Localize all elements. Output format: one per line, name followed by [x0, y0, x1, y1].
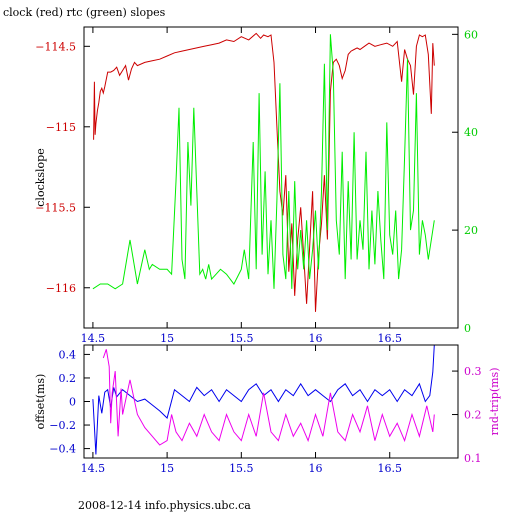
plot2-y-tick-label: 0.4: [59, 348, 77, 361]
plot1-y-axis-label: clockslope: [34, 148, 47, 206]
plot1-y-tick-label: −116: [46, 282, 76, 295]
plot2-y-tick-label: 0.2: [59, 372, 77, 385]
plot1-x-tick-label: 16.5: [377, 332, 402, 345]
plot2-y-tick-label: 0: [69, 396, 76, 409]
plot1-series-clock-line: [93, 32, 435, 312]
plot2-y2-tick-label: 0.1: [464, 452, 482, 465]
plot2-y-axis-label: offset(ms): [34, 374, 47, 430]
chart-title: clock (red) rtc (green) slopes: [3, 6, 166, 19]
plot2-frame: [83, 344, 459, 459]
plot1-frame: [83, 26, 459, 329]
plot2-x-tick-label: 15.5: [229, 462, 254, 475]
plot1-y-tick-label: −114.5: [35, 40, 76, 53]
plot1-series-rtc-line: [92, 34, 435, 290]
plot1-x-tick-label: 15: [160, 332, 174, 345]
plot1-y2-tick-label: 0: [464, 322, 471, 335]
plot2-x-tick-label: 14.5: [81, 462, 106, 475]
plot1-y2-tick-label: 60: [464, 28, 478, 41]
plot2-y2-axis-label: rnd-trip(ms): [488, 368, 501, 436]
plot1-x-tick-label: 15.5: [229, 332, 254, 345]
plot2-y2-tick-label: 0.2: [464, 409, 482, 422]
plot2-y2-tick-label: 0.3: [464, 365, 482, 378]
plot2-x-tick-label: 16: [309, 462, 323, 475]
plot1-x-tick-label: 14.5: [81, 332, 106, 345]
plot1-y2-tick-label: 20: [464, 224, 478, 237]
plot2-series-rnd-trip-line: [102, 349, 435, 446]
plot1-y-tick-label: −115: [46, 121, 76, 134]
footer-credit: 2008-12-14 info.physics.ubc.ca: [78, 499, 251, 512]
plot2-y-tick-label: −0.2: [49, 419, 76, 432]
plot2-x-tick-label: 15: [160, 462, 174, 475]
plot1-y2-tick-label: 40: [464, 126, 478, 139]
plot2-series-offset-line: [92, 344, 435, 455]
plots-group: 14.5 15 15.5 16 16.5 −114.5 −115 −115.5 −116 0 20 4…: [34, 26, 501, 475]
plot1-y-tick-label: −115.5: [35, 201, 76, 214]
plot1-x-tick-label: 16: [309, 332, 323, 345]
plot2-x-tick-label: 16.5: [377, 462, 402, 475]
plot2-y-tick-label: −0.4: [49, 443, 76, 456]
